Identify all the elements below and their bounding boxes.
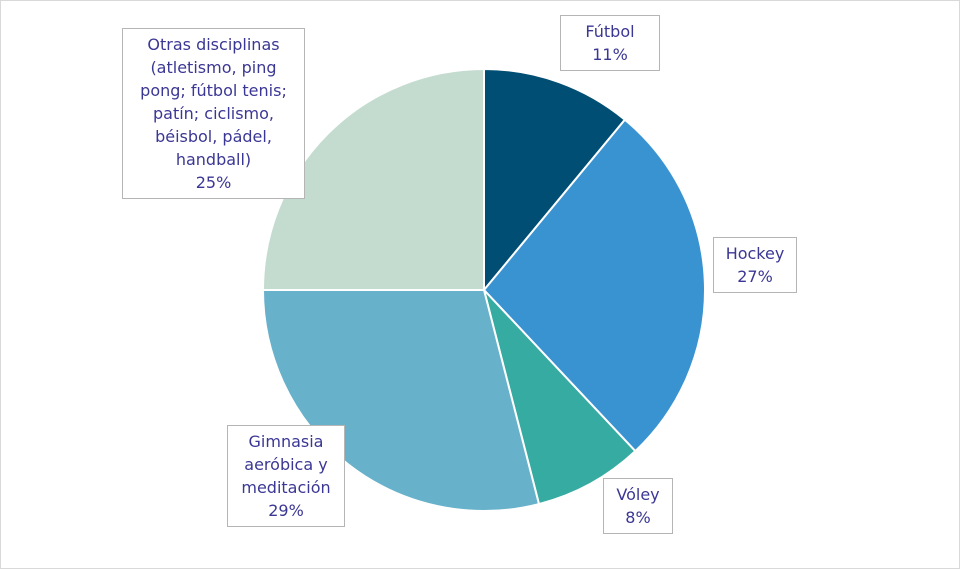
label-name: Hockey xyxy=(725,244,785,263)
data-label: Otras disciplinas (atletismo, ping pong;… xyxy=(122,28,305,199)
label-value: 25% xyxy=(195,173,232,192)
label-value: 11% xyxy=(592,45,628,64)
label-name: Vóley xyxy=(616,485,660,504)
label-name: Fútbol xyxy=(585,22,635,41)
label-value: 27% xyxy=(737,267,773,286)
pie-slice xyxy=(483,289,637,506)
pie-slice xyxy=(261,289,541,512)
label-value: 29% xyxy=(268,501,304,520)
label-name: Gimnasia aeróbica y meditación xyxy=(241,432,331,497)
data-label: Fútbol 11% xyxy=(560,15,660,71)
pie-slice xyxy=(483,67,627,293)
label-name: Otras disciplinas (atletismo, ping pong;… xyxy=(140,35,287,169)
pie-slice xyxy=(261,67,485,291)
label-value: 8% xyxy=(625,508,651,527)
data-label: Vóley 8% xyxy=(603,478,673,534)
data-label: Hockey 27% xyxy=(713,237,797,293)
data-label: Gimnasia aeróbica y meditación 29% xyxy=(227,425,345,527)
pie-slice xyxy=(482,118,706,453)
